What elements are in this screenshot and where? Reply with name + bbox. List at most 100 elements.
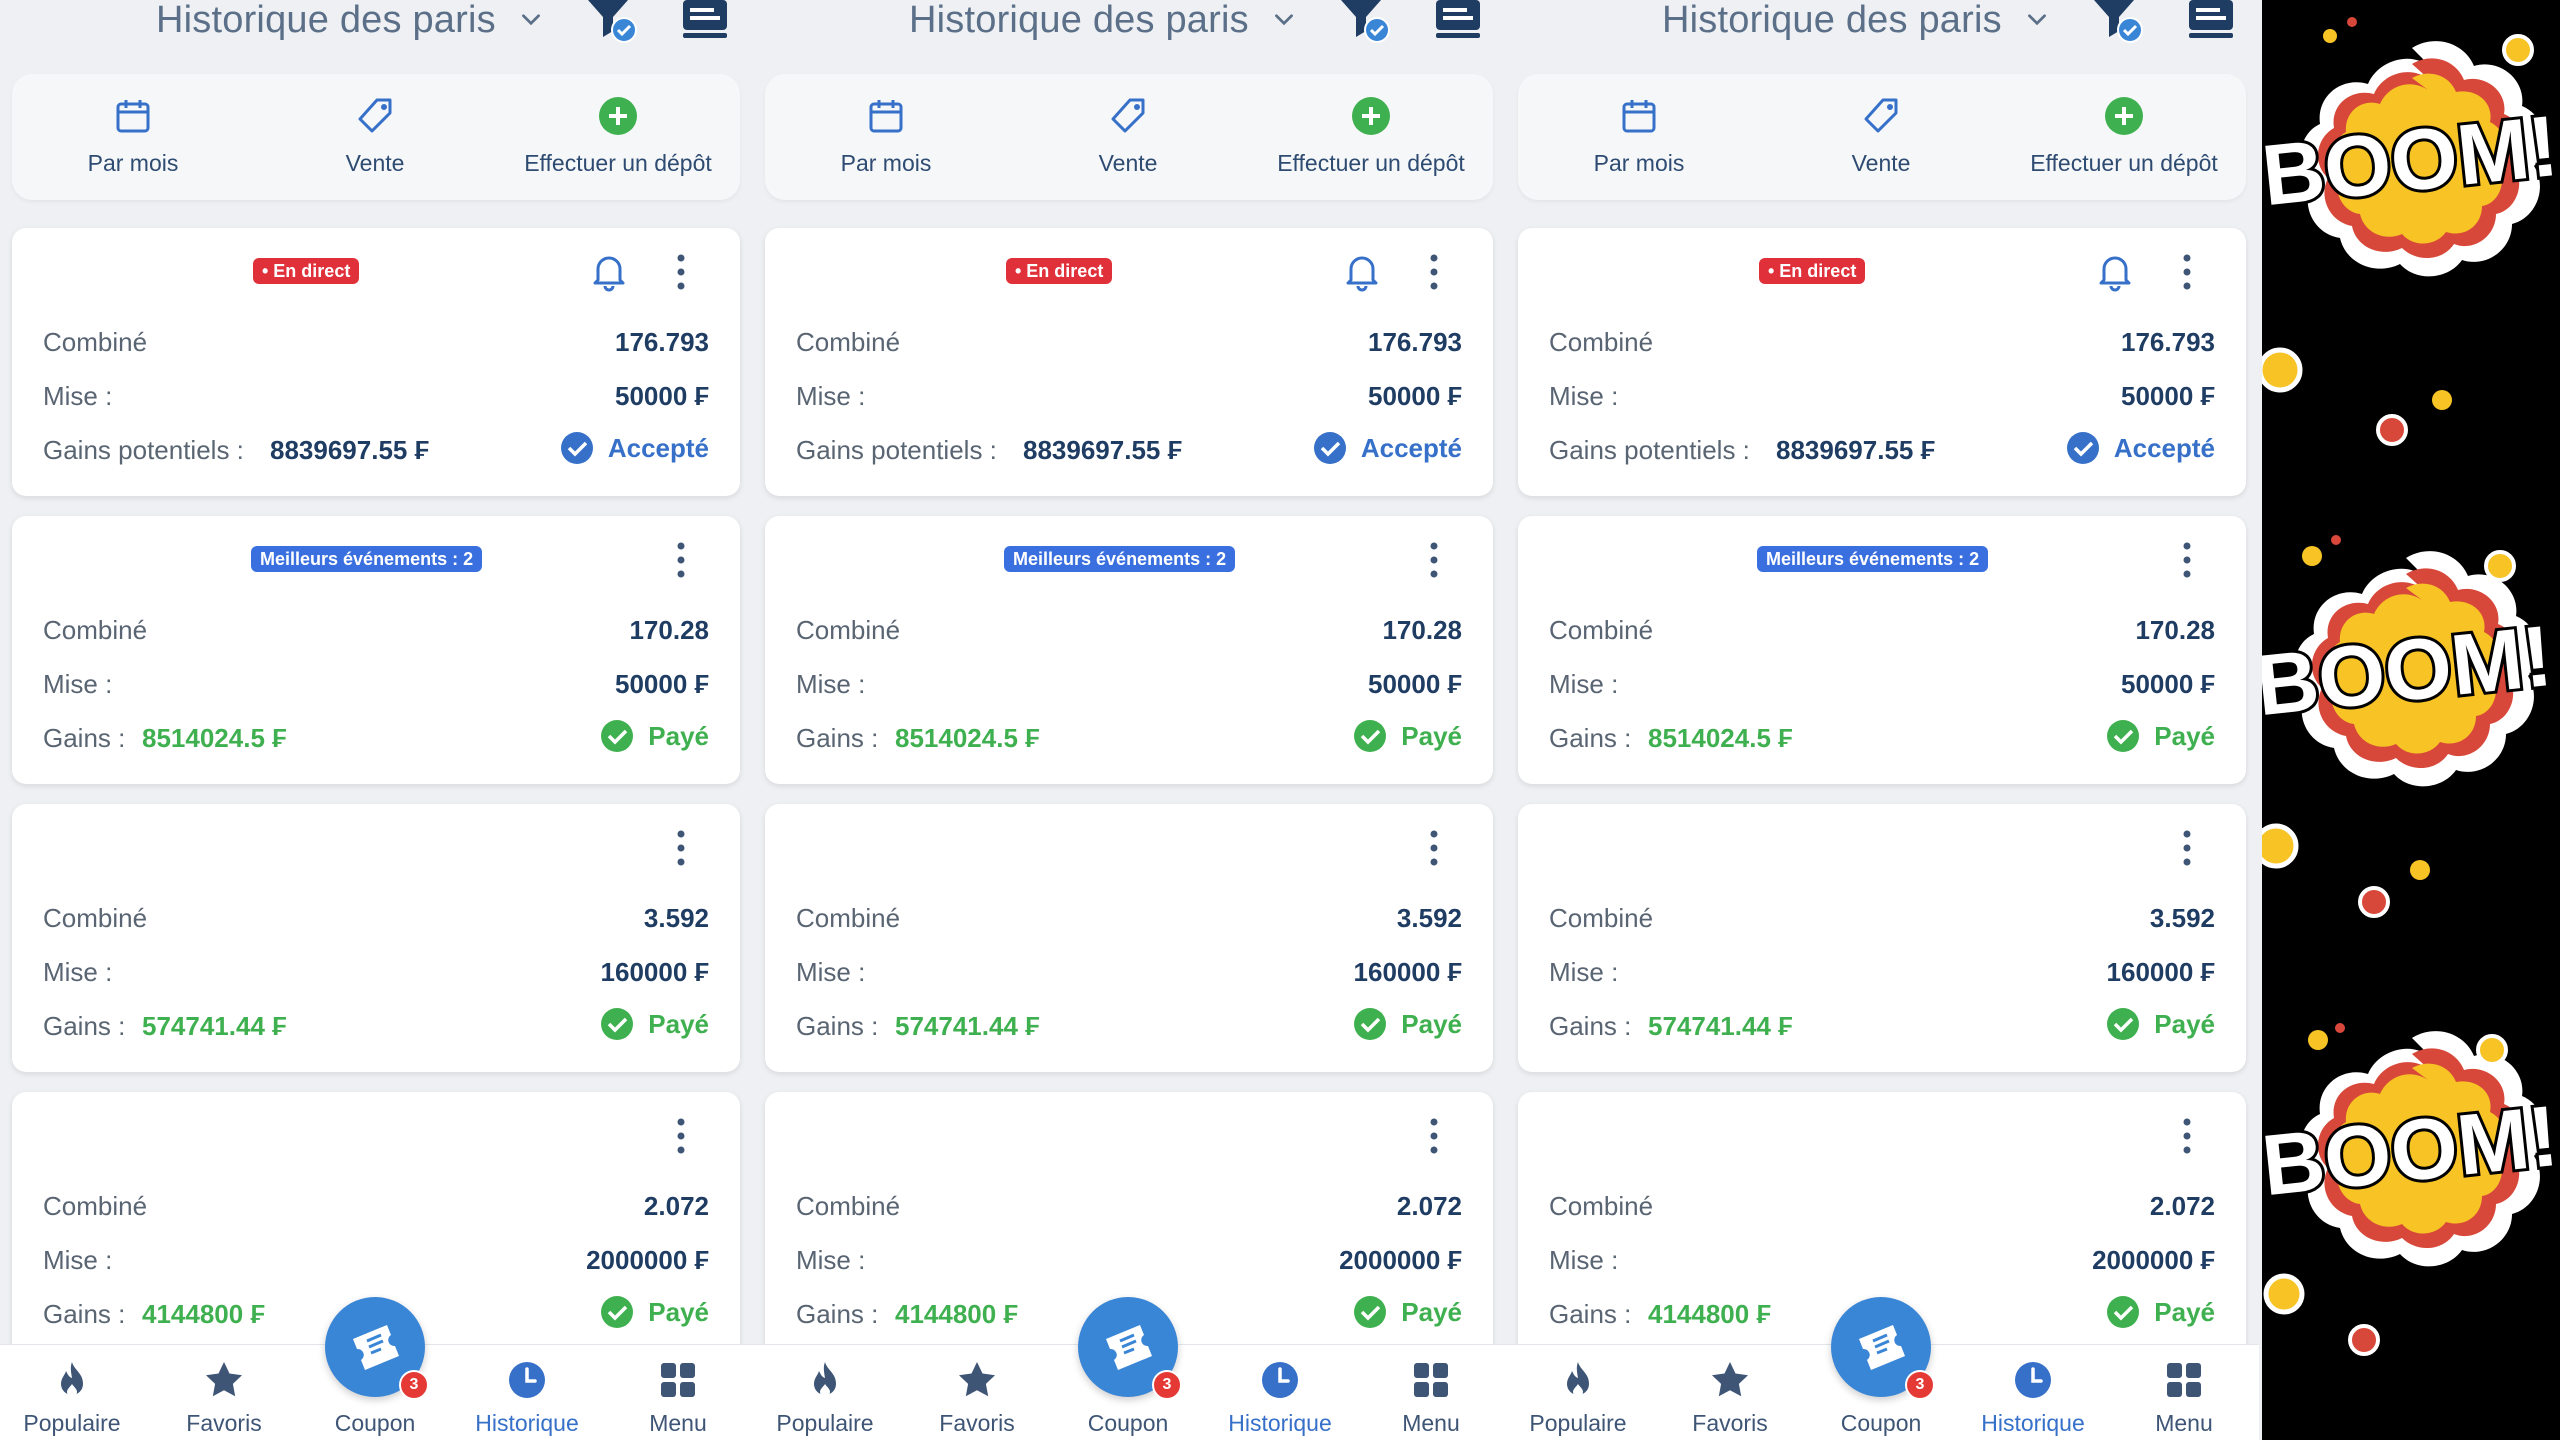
sale-button[interactable]: Vente — [1781, 74, 1981, 200]
more-vertical-icon[interactable] — [2179, 1116, 2195, 1156]
stake-label: Mise : — [1549, 957, 1619, 987]
odds-value: 2.072 — [2149, 1191, 2215, 1221]
by-month-button[interactable]: Par mois — [33, 74, 233, 200]
page-title[interactable]: Historique des paris — [909, 0, 1249, 41]
deposit-label: Effectuer un dépôt — [1277, 150, 1465, 176]
status-text: Payé — [648, 720, 709, 751]
check-circle-icon — [601, 1296, 634, 1328]
nav-item-menu[interactable]: Menu — [2109, 1345, 2259, 1440]
bet-card[interactable]: Meilleurs événements : 2 Combiné 170.28 … — [765, 516, 1493, 784]
app-panel-2: Historique des paris Par mois Vente Effe… — [753, 0, 1506, 1440]
bell-icon[interactable] — [1341, 250, 1383, 292]
deposit-button[interactable]: Effectuer un dépôt — [1271, 74, 1471, 200]
nav-item-coupon[interactable]: Coupon — [1053, 1345, 1203, 1440]
more-vertical-icon[interactable] — [1426, 1116, 1442, 1156]
coupon-ticket-icon — [1106, 1325, 1152, 1370]
bet-card[interactable]: Combiné 2.072 Mise : 2000000 ₣ Gains : 4… — [1518, 1092, 2246, 1392]
stake-value: 2000000 ₣ — [1339, 1245, 1462, 1275]
nav-item-populaire[interactable]: Populaire — [1506, 1345, 1653, 1440]
bet-card[interactable]: • En direct Combiné 176.793 Mise : 50000… — [12, 228, 740, 496]
bell-icon[interactable] — [588, 250, 630, 292]
nav-item-favoris[interactable]: Favoris — [149, 1345, 299, 1440]
filter-check-icon[interactable] — [2090, 0, 2144, 44]
status-badge: Payé — [1353, 1293, 1462, 1331]
grid-icon — [661, 1363, 695, 1397]
coupon-button[interactable] — [1831, 1297, 1931, 1397]
bet-card[interactable]: • En direct Combiné 176.793 Mise : 50000… — [765, 228, 1493, 496]
bet-type-label: Combiné — [796, 903, 901, 933]
gain-label: Gains : — [796, 723, 879, 753]
deposit-button[interactable]: Effectuer un dépôt — [518, 74, 718, 200]
nav-label: Populaire — [776, 1410, 874, 1436]
ticket-icon[interactable] — [1433, 0, 1483, 40]
by-month-label: Par mois — [1593, 150, 1685, 176]
bet-card[interactable]: Combiné 3.592 Mise : 160000 ₣ Gains : 57… — [1518, 804, 2246, 1072]
more-vertical-icon[interactable] — [2179, 540, 2195, 580]
nav-item-coupon[interactable]: Coupon — [300, 1345, 450, 1440]
odds-value: 170.28 — [1382, 615, 1462, 645]
nav-label: Favoris — [1692, 1410, 1768, 1436]
nav-item-coupon[interactable]: Coupon — [1806, 1345, 1956, 1440]
nav-item-populaire[interactable]: Populaire — [0, 1345, 147, 1440]
sale-label: Vente — [345, 150, 405, 176]
status-badge: Accepté — [1313, 429, 1462, 467]
ticket-icon[interactable] — [680, 0, 730, 40]
bet-card[interactable]: Meilleurs événements : 2 Combiné 170.28 … — [12, 516, 740, 784]
more-vertical-icon[interactable] — [1426, 540, 1442, 580]
check-circle-icon — [2066, 432, 2099, 464]
nav-item-historique[interactable]: Historique — [1958, 1345, 2108, 1440]
gain-value: 8514024.5 ₣ — [1648, 723, 1793, 753]
nav-item-menu[interactable]: Menu — [1356, 1345, 1506, 1440]
chevron-down-icon[interactable] — [518, 6, 544, 32]
more-vertical-icon[interactable] — [2179, 828, 2195, 868]
bell-icon[interactable] — [2094, 250, 2136, 292]
chevron-down-icon[interactable] — [1271, 6, 1297, 32]
odds-value: 3.592 — [643, 903, 709, 933]
by-month-button[interactable]: Par mois — [786, 74, 986, 200]
nav-item-favoris[interactable]: Favoris — [902, 1345, 1052, 1440]
nav-label: Historique — [1228, 1410, 1332, 1436]
deposit-button[interactable]: Effectuer un dépôt — [2024, 74, 2224, 200]
bet-card[interactable]: Combiné 3.592 Mise : 160000 ₣ Gains : 57… — [765, 804, 1493, 1072]
more-vertical-icon[interactable] — [673, 828, 689, 868]
add-circle-icon — [2105, 97, 2143, 135]
chevron-down-icon[interactable] — [2024, 6, 2050, 32]
calendar-icon — [116, 100, 150, 133]
page-title[interactable]: Historique des paris — [156, 0, 496, 41]
sale-button[interactable]: Vente — [275, 74, 475, 200]
more-vertical-icon[interactable] — [1426, 252, 1442, 292]
filter-check-icon[interactable] — [584, 0, 638, 44]
check-circle-icon — [1313, 432, 1346, 464]
gain-value: 8839697.55 ₣ — [270, 435, 430, 465]
gain-label: Gains potentiels : — [796, 435, 997, 465]
nav-item-favoris[interactable]: Favoris — [1655, 1345, 1805, 1440]
by-month-button[interactable]: Par mois — [1539, 74, 1739, 200]
nav-item-menu[interactable]: Menu — [603, 1345, 753, 1440]
live-badge: • En direct — [1006, 258, 1113, 284]
bet-card[interactable]: Combiné 3.592 Mise : 160000 ₣ Gains : 57… — [12, 804, 740, 1072]
stake-value: 50000 ₣ — [615, 669, 709, 699]
ticket-icon[interactable] — [2186, 0, 2236, 40]
nav-label: Menu — [2155, 1410, 2213, 1436]
bet-card[interactable]: • En direct Combiné 176.793 Mise : 50000… — [1518, 228, 2246, 496]
more-vertical-icon[interactable] — [673, 540, 689, 580]
page-title[interactable]: Historique des paris — [1662, 0, 2002, 41]
nav-label: Historique — [475, 1410, 579, 1436]
nav-item-populaire[interactable]: Populaire — [753, 1345, 900, 1440]
gain-value: 8839697.55 ₣ — [1776, 435, 1936, 465]
gain-value: 8839697.55 ₣ — [1023, 435, 1183, 465]
nav-item-historique[interactable]: Historique — [452, 1345, 602, 1440]
bet-card[interactable]: Meilleurs événements : 2 Combiné 170.28 … — [1518, 516, 2246, 784]
sale-button[interactable]: Vente — [1028, 74, 1228, 200]
coupon-button[interactable] — [325, 1297, 425, 1397]
more-vertical-icon[interactable] — [673, 1116, 689, 1156]
nav-item-historique[interactable]: Historique — [1205, 1345, 1355, 1440]
status-badge: Payé — [600, 1293, 709, 1331]
more-vertical-icon[interactable] — [673, 252, 689, 292]
filter-check-icon[interactable] — [1337, 0, 1391, 44]
more-vertical-icon[interactable] — [1426, 828, 1442, 868]
gain-value: 8514024.5 ₣ — [142, 723, 287, 753]
gain-label: Gains potentiels : — [43, 435, 244, 465]
calendar-icon — [1622, 100, 1656, 133]
more-vertical-icon[interactable] — [2179, 252, 2195, 292]
